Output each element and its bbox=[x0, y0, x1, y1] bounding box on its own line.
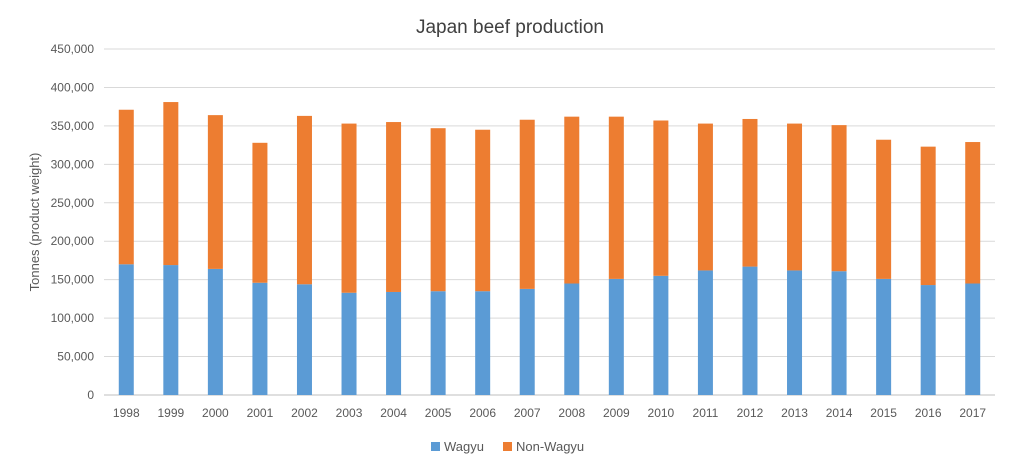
bar-wagyu bbox=[475, 291, 491, 395]
y-axis-ticks: 0 50,000 100,000 150,000 200,000 250,000 300,0… bbox=[51, 42, 95, 402]
bar-non-wagyu bbox=[163, 102, 179, 266]
x-tick-label: 1999 bbox=[157, 406, 184, 420]
y-tick-label: 350,000 bbox=[51, 119, 95, 133]
legend-label: Wagyu bbox=[444, 439, 484, 454]
y-tick-label: 150,000 bbox=[51, 273, 95, 287]
x-tick-label: 2013 bbox=[781, 406, 808, 420]
x-axis-ticks: 1998 1999 2000 2001 2002 2003 2004 2005 2006 2007… bbox=[113, 406, 986, 420]
bar-non-wagyu bbox=[920, 146, 936, 286]
x-tick-label: 2008 bbox=[558, 406, 585, 420]
y-tick-label: 300,000 bbox=[51, 157, 95, 171]
y-tick-label: 400,000 bbox=[51, 80, 95, 94]
x-tick-label: 2012 bbox=[737, 406, 764, 420]
x-tick-label: 2010 bbox=[648, 406, 675, 420]
bar-wagyu bbox=[564, 283, 580, 395]
legend-label: Non-Wagyu bbox=[516, 439, 584, 454]
x-tick-label: 2014 bbox=[826, 406, 853, 420]
bar-wagyu bbox=[653, 275, 669, 395]
y-tick-label: 100,000 bbox=[51, 311, 95, 325]
x-tick-label: 2017 bbox=[959, 406, 986, 420]
bar-non-wagyu bbox=[519, 119, 535, 289]
bar-non-wagyu bbox=[787, 123, 803, 271]
y-tick-label: 50,000 bbox=[57, 350, 94, 364]
x-tick-label: 2000 bbox=[202, 406, 229, 420]
x-tick-label: 2005 bbox=[425, 406, 452, 420]
bar-wagyu bbox=[876, 278, 892, 395]
x-tick-label: 2015 bbox=[870, 406, 897, 420]
bar-wagyu bbox=[965, 283, 981, 395]
gridlines bbox=[104, 48, 995, 396]
bar-non-wagyu bbox=[430, 128, 446, 292]
x-tick-label: 2002 bbox=[291, 406, 318, 420]
bar-non-wagyu bbox=[207, 115, 223, 269]
chart-title: Japan beef production bbox=[416, 17, 604, 38]
bar-non-wagyu bbox=[386, 122, 402, 292]
x-tick-label: 1998 bbox=[113, 406, 140, 420]
bar-wagyu bbox=[519, 288, 535, 395]
legend-swatch bbox=[431, 442, 440, 451]
y-tick-label: 0 bbox=[87, 388, 94, 402]
bar-wagyu bbox=[163, 265, 179, 395]
bar-wagyu bbox=[831, 271, 847, 395]
x-tick-label: 2009 bbox=[603, 406, 630, 420]
x-tick-label: 2003 bbox=[336, 406, 363, 420]
y-axis-label: Tonnes (product weight) bbox=[27, 153, 42, 292]
bar-non-wagyu bbox=[564, 116, 580, 284]
bar-wagyu bbox=[296, 284, 312, 395]
bar-wagyu bbox=[386, 291, 402, 395]
bar-wagyu bbox=[252, 282, 268, 395]
bar-wagyu bbox=[742, 266, 758, 395]
bar-non-wagyu bbox=[831, 125, 847, 272]
bar-wagyu bbox=[341, 292, 357, 395]
bar-non-wagyu bbox=[118, 109, 134, 265]
bar-wagyu bbox=[207, 268, 223, 395]
bars bbox=[118, 102, 981, 395]
bar-non-wagyu bbox=[876, 139, 892, 279]
bar-wagyu bbox=[787, 270, 803, 395]
x-tick-label: 2011 bbox=[693, 406, 719, 420]
x-tick-label: 2004 bbox=[380, 406, 407, 420]
x-tick-label: 2016 bbox=[915, 406, 942, 420]
bar-wagyu bbox=[430, 291, 446, 395]
bar-wagyu bbox=[697, 270, 713, 395]
bar-non-wagyu bbox=[965, 142, 981, 284]
legend: Wagyu Non-Wagyu bbox=[431, 439, 584, 454]
bar-non-wagyu bbox=[697, 123, 713, 271]
x-tick-label: 2006 bbox=[469, 406, 496, 420]
bar-non-wagyu bbox=[341, 123, 357, 293]
x-tick-label: 2007 bbox=[514, 406, 541, 420]
bar-wagyu bbox=[608, 278, 624, 395]
bar-wagyu bbox=[118, 264, 134, 395]
bar-non-wagyu bbox=[742, 118, 758, 267]
bar-non-wagyu bbox=[252, 142, 268, 283]
y-tick-label: 250,000 bbox=[51, 196, 95, 210]
bar-non-wagyu bbox=[475, 129, 491, 292]
bar-wagyu bbox=[920, 285, 936, 395]
y-tick-label: 200,000 bbox=[51, 234, 95, 248]
x-tick-label: 2001 bbox=[247, 406, 274, 420]
y-tick-label: 450,000 bbox=[51, 42, 95, 56]
bar-non-wagyu bbox=[296, 115, 312, 285]
bar-non-wagyu bbox=[608, 116, 624, 279]
bar-non-wagyu bbox=[653, 120, 669, 276]
legend-swatch bbox=[503, 442, 512, 451]
